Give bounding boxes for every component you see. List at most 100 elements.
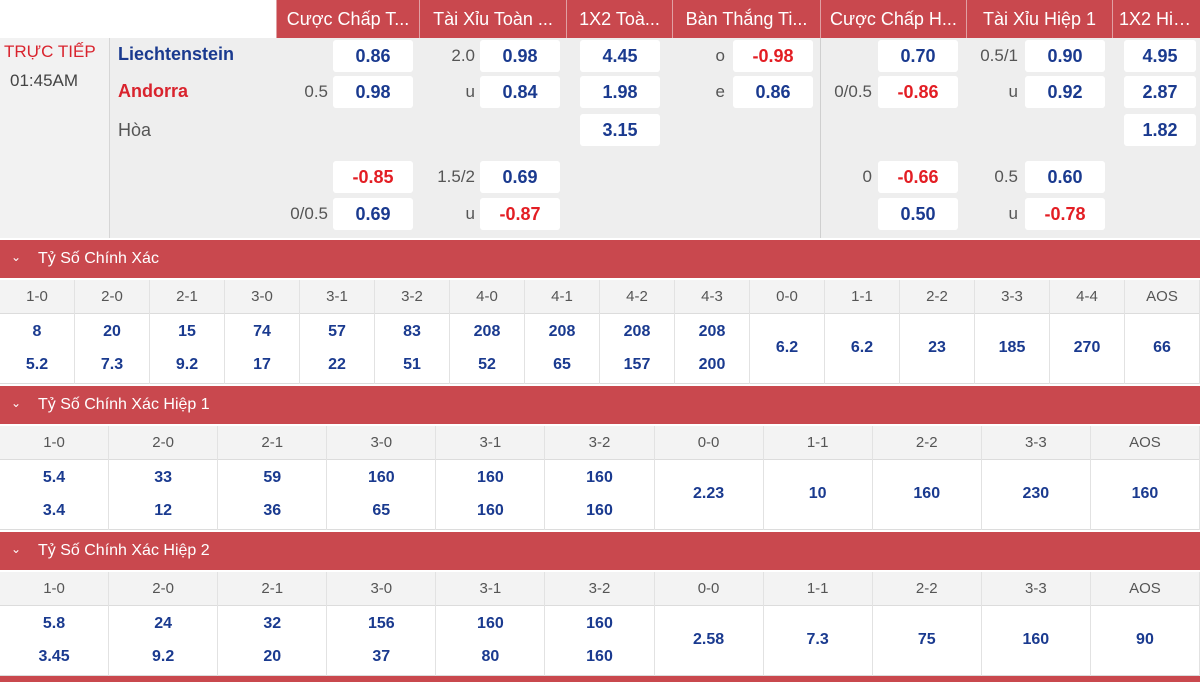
score-odd-top[interactable]: 24 [154, 615, 173, 632]
score-odds-cell[interactable]: 6.2 [825, 314, 900, 384]
score-odd-bottom[interactable]: 65 [372, 502, 391, 519]
score-odd-bottom[interactable]: 9.2 [175, 356, 199, 373]
score-odd-bottom[interactable]: 51 [403, 356, 421, 373]
h1-1x2-home[interactable]: 4.95 [1124, 40, 1196, 72]
score-odd-top[interactable]: 2.58 [693, 631, 725, 648]
score-odd-top[interactable]: 6.2 [775, 339, 799, 356]
score-odds-cell[interactable]: 160 65 [327, 460, 437, 530]
score-odds-cell[interactable]: 24 9.2 [109, 606, 219, 676]
score-odds-cell[interactable]: 90 [1091, 606, 1200, 676]
score-odd-top[interactable]: 160 [913, 485, 941, 502]
score-odds-cell[interactable]: 5.8 3.45 [0, 606, 110, 676]
score-odd-top[interactable]: 5.8 [42, 615, 66, 632]
chevron-down-icon[interactable]: ⌄ [10, 542, 22, 556]
score-odds-cell[interactable]: 20 7.3 [75, 314, 150, 384]
score-odds-cell[interactable]: 160 160 [545, 460, 655, 530]
score-odd-top[interactable]: 208 [473, 323, 501, 340]
ft-1x2-draw[interactable]: 3.15 [580, 114, 660, 146]
ft-ou-over[interactable]: 0.98 [480, 40, 560, 72]
ft-handicap-alt-home[interactable]: -0.85 [333, 161, 413, 193]
score-odds-cell[interactable]: 66 [1125, 314, 1200, 384]
score-odd-top[interactable]: 74 [253, 323, 271, 340]
score-odd-top[interactable]: 57 [328, 323, 346, 340]
score-odd-top[interactable]: 160 [1022, 631, 1050, 648]
score-odd-top[interactable]: 66 [1153, 339, 1171, 356]
score-odds-cell[interactable]: 160 80 [436, 606, 546, 676]
score-odds-cell[interactable]: 6.2 [750, 314, 825, 384]
score-odd-top[interactable]: 23 [928, 339, 946, 356]
score-odds-cell[interactable]: 75 [873, 606, 982, 676]
ft-handicap-away[interactable]: 0.98 [333, 76, 413, 108]
score-odds-cell[interactable]: 8 5.2 [0, 314, 75, 384]
score-odd-bottom[interactable]: 12 [154, 502, 173, 519]
score-odds-cell[interactable]: 83 51 [375, 314, 450, 384]
score-odd-top[interactable]: 230 [1022, 485, 1050, 502]
score-odds-cell[interactable]: 160 160 [545, 606, 655, 676]
col-h1-handicap[interactable]: Cược Chấp H... [820, 0, 966, 38]
score-odds-cell[interactable]: 32 20 [218, 606, 328, 676]
ft-ou-under[interactable]: 0.84 [480, 76, 560, 108]
ft-1x2-away[interactable]: 1.98 [580, 76, 660, 108]
score-odd-top[interactable]: 208 [548, 323, 576, 340]
section-header[interactable]: ⌄ Tỷ Số Chính Xác Hiệp 1 [0, 386, 1200, 424]
score-odd-top[interactable]: 156 [367, 615, 395, 632]
score-odds-cell[interactable]: 2.58 [655, 606, 764, 676]
score-odd-top[interactable]: 160 [1131, 485, 1159, 502]
col-ft-over-under[interactable]: Tài Xỉu Toàn ... [419, 0, 566, 38]
ft-ou-alt-over[interactable]: 0.69 [480, 161, 560, 193]
score-odds-cell[interactable]: 5.4 3.4 [0, 460, 110, 530]
away-team[interactable]: Andorra [118, 81, 189, 101]
score-odd-bottom[interactable]: 160 [586, 648, 613, 665]
h1-1x2-away[interactable]: 2.87 [1124, 76, 1196, 108]
score-odd-bottom[interactable]: 65 [553, 356, 571, 373]
ft-1x2-home[interactable]: 4.45 [580, 40, 660, 72]
chevron-down-icon[interactable]: ⌄ [10, 250, 22, 264]
score-odds-cell[interactable]: 74 17 [225, 314, 300, 384]
score-odd-top[interactable]: 270 [1073, 339, 1101, 356]
score-odd-bottom[interactable]: 20 [263, 648, 282, 665]
score-odd-top[interactable]: 160 [586, 615, 613, 632]
score-odd-bottom[interactable]: 3.4 [42, 502, 66, 519]
score-odd-bottom[interactable]: 7.3 [100, 356, 124, 373]
h1-handicap-alt-away[interactable]: 0.50 [878, 198, 958, 230]
h1-handicap-home[interactable]: 0.70 [878, 40, 958, 72]
score-odds-cell[interactable]: 10 [764, 460, 873, 530]
score-odd-top[interactable]: 7.3 [806, 631, 829, 648]
score-odd-top[interactable]: 160 [477, 615, 504, 632]
h1-handicap-alt-home[interactable]: -0.66 [878, 161, 958, 193]
score-odd-top[interactable]: 2.23 [693, 485, 725, 502]
score-odd-top[interactable]: 32 [263, 615, 282, 632]
score-odds-cell[interactable]: 160 160 [436, 460, 546, 530]
score-odd-top[interactable]: 59 [263, 469, 282, 486]
score-odds-cell[interactable]: 208 157 [600, 314, 675, 384]
score-odd-top[interactable]: 160 [477, 469, 504, 486]
score-odd-top[interactable]: 75 [917, 631, 936, 648]
score-odd-top[interactable]: 208 [698, 323, 726, 340]
score-odd-bottom[interactable]: 37 [372, 648, 391, 665]
score-odd-top[interactable]: 90 [1136, 631, 1154, 648]
ft-ou-alt-under[interactable]: -0.87 [480, 198, 560, 230]
h1-handicap-away[interactable]: -0.86 [878, 76, 958, 108]
score-odd-bottom[interactable]: 22 [328, 356, 346, 373]
score-odds-cell[interactable]: 160 [873, 460, 982, 530]
col-goals-odd-even[interactable]: Bàn Thắng Ti... [672, 0, 820, 38]
score-odd-top[interactable]: 8 [32, 323, 42, 340]
score-odds-cell[interactable]: 208 65 [525, 314, 600, 384]
score-odd-bottom[interactable]: 52 [478, 356, 496, 373]
score-odd-top[interactable]: 5.4 [42, 469, 66, 486]
score-odds-cell[interactable]: 185 [975, 314, 1050, 384]
score-odds-cell[interactable]: 33 12 [109, 460, 219, 530]
score-odd-bottom[interactable]: 17 [253, 356, 271, 373]
score-odd-bottom[interactable]: 200 [698, 356, 726, 373]
col-h1-1x2[interactable]: 1X2 Hiệ... [1112, 0, 1200, 38]
score-odd-bottom[interactable]: 80 [481, 648, 500, 665]
score-odds-cell[interactable]: 15 9.2 [150, 314, 225, 384]
score-odds-cell[interactable]: 23 [900, 314, 975, 384]
h1-ou-alt-under[interactable]: -0.78 [1025, 198, 1105, 230]
h1-ou-over[interactable]: 0.90 [1025, 40, 1105, 72]
score-odd-bottom[interactable]: 3.45 [38, 648, 70, 665]
col-h1-over-under[interactable]: Tài Xỉu Hiệp 1 [966, 0, 1112, 38]
score-odds-cell[interactable]: 160 [1091, 460, 1200, 530]
score-odds-cell[interactable]: 208 200 [675, 314, 750, 384]
goals-even[interactable]: 0.86 [733, 76, 813, 108]
